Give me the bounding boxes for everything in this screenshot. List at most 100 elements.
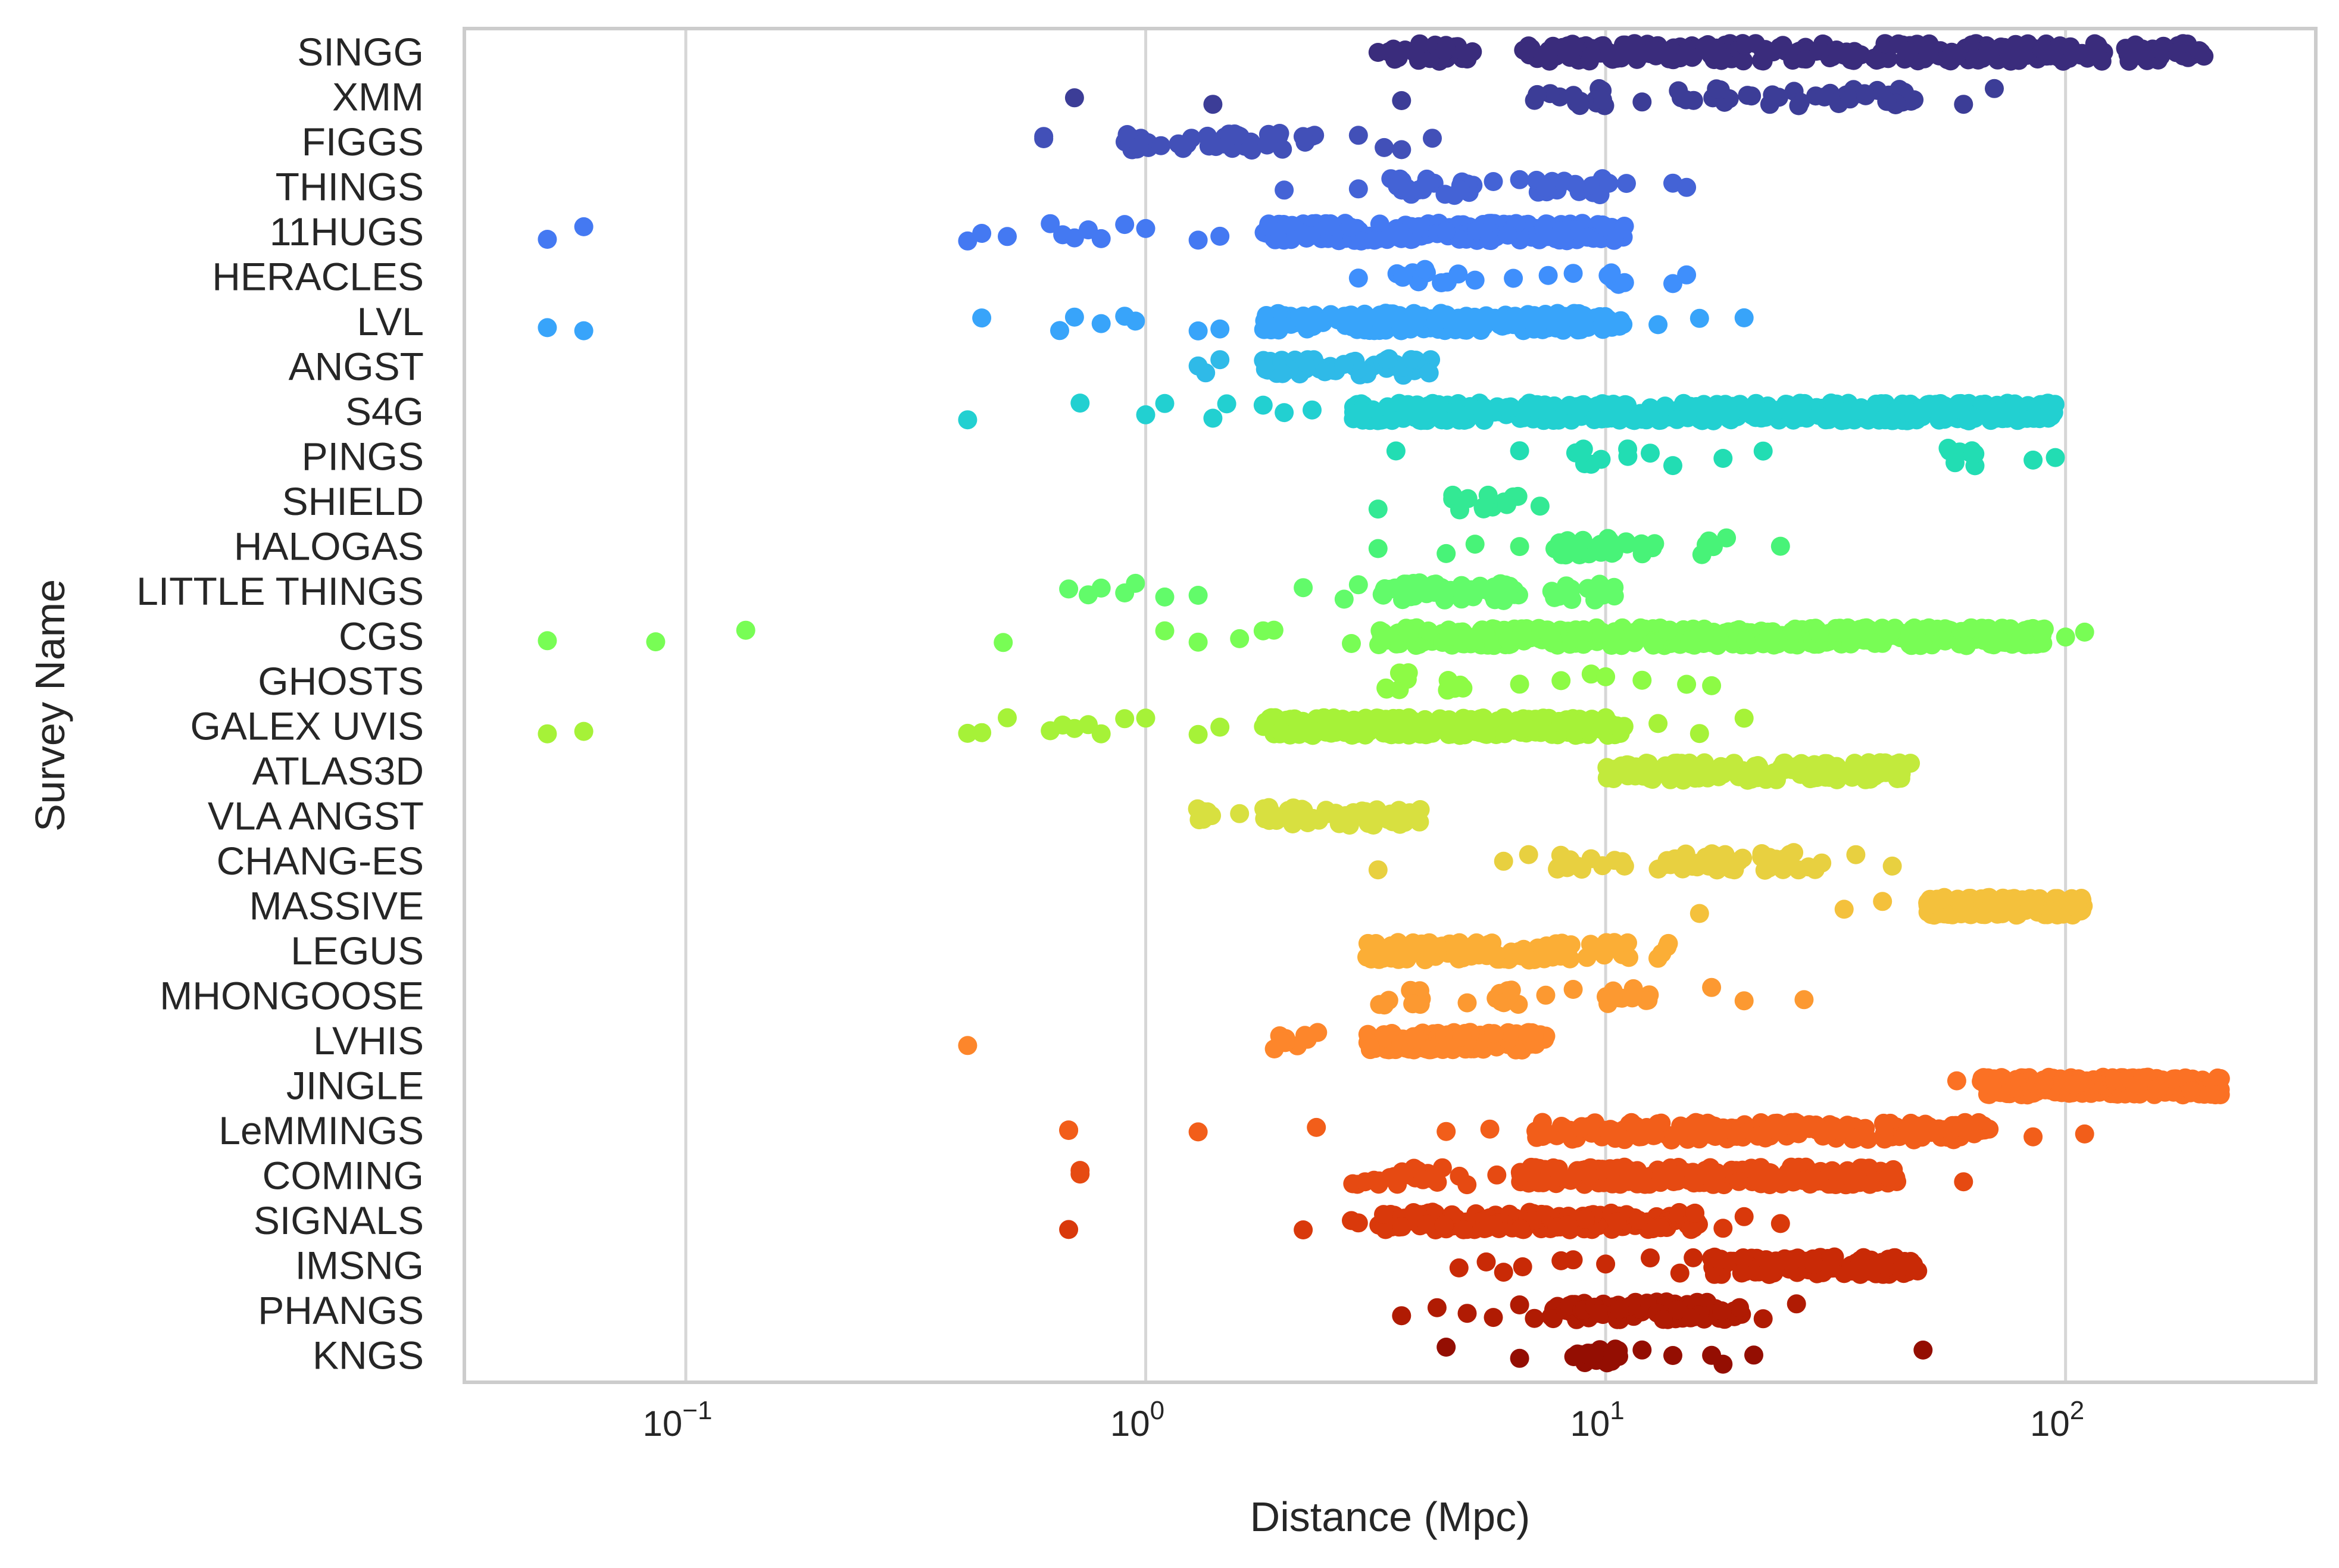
data-point (538, 230, 557, 249)
data-point (1663, 1346, 1682, 1365)
data-point (1550, 945, 1570, 964)
data-point (1658, 621, 1678, 641)
series-pings (1386, 439, 2065, 476)
data-point (1463, 42, 1482, 61)
data-point (958, 1036, 978, 1055)
data-point (1399, 624, 1419, 644)
data-point (1417, 411, 1437, 430)
data-point (1784, 1172, 1804, 1192)
data-point (1230, 629, 1250, 648)
data-point (1454, 1220, 1473, 1239)
data-point (1711, 401, 1730, 421)
data-point (1484, 1215, 1503, 1235)
data-point (1684, 1173, 1704, 1193)
data-point (1115, 709, 1135, 729)
data-point (1334, 589, 1354, 609)
y-axis-label: Survey Name (27, 579, 73, 832)
data-point (1382, 411, 1402, 430)
data-point (538, 724, 557, 744)
data-point (1510, 1295, 1529, 1314)
data-point (1725, 860, 1744, 880)
data-point (2018, 34, 2038, 54)
y-tick-label: XMM (332, 75, 424, 119)
series-atlas3d (1597, 753, 1920, 790)
y-tick-label: 11HUGS (270, 210, 424, 254)
data-point (1410, 34, 1429, 54)
data-point (1596, 667, 1616, 686)
data-point (1487, 1165, 1507, 1185)
data-point (1348, 575, 1368, 595)
data-point (1498, 226, 1517, 245)
data-point (1618, 439, 1638, 459)
y-tick-label: LeMMINGS (218, 1108, 424, 1152)
data-point (1735, 36, 1754, 55)
data-point (994, 633, 1013, 652)
data-point (2201, 1085, 2221, 1104)
data-point (1594, 585, 1613, 605)
data-point (1566, 174, 1585, 194)
data-point (1753, 441, 1773, 461)
data-point (1275, 403, 1294, 423)
data-point (1857, 1259, 1876, 1279)
data-point (1604, 933, 1624, 952)
data-point (1656, 756, 1675, 776)
data-point (1591, 449, 1611, 469)
data-point (1357, 713, 1377, 732)
data-point (1368, 499, 1388, 519)
data-point (1501, 980, 1521, 1000)
data-point (1155, 621, 1175, 641)
data-point (1487, 311, 1506, 330)
data-point (1575, 711, 1594, 731)
data-points (538, 34, 2230, 1374)
data-point (1632, 1340, 1652, 1360)
data-point (1593, 320, 1613, 339)
data-point (1273, 364, 1292, 383)
data-point (1625, 411, 1644, 430)
data-point (2023, 450, 2043, 470)
data-point (1632, 92, 1652, 112)
data-point (1796, 49, 1816, 69)
data-point (1530, 496, 1550, 516)
data-point (1637, 755, 1657, 774)
data-point (1513, 709, 1533, 729)
data-point (2042, 402, 2062, 422)
data-point (1482, 216, 1501, 236)
data-point (1070, 1161, 1090, 1180)
data-point (1188, 799, 1207, 819)
data-point (1498, 630, 1518, 649)
data-point (1707, 860, 1727, 880)
data-point (2181, 1081, 2201, 1101)
data-point (1360, 1038, 1380, 1058)
data-point (1188, 586, 1208, 605)
data-point (1929, 1119, 1948, 1139)
data-point (1377, 306, 1397, 326)
data-point (1993, 632, 2012, 652)
data-point (1091, 578, 1111, 598)
data-point (1763, 766, 1782, 785)
data-point (1733, 761, 1753, 780)
data-point (1840, 89, 1860, 109)
data-point (1484, 172, 1503, 191)
series-signals (1059, 1202, 1790, 1239)
data-point (1648, 714, 1668, 733)
data-point (1341, 217, 1360, 237)
data-point (1457, 993, 1477, 1013)
series-legus (1357, 933, 1678, 970)
data-point (1091, 229, 1111, 248)
data-point (1367, 800, 1386, 820)
data-point (1677, 177, 1697, 197)
data-point (1417, 1214, 1436, 1234)
data-point (1271, 721, 1291, 741)
data-point (1441, 675, 1461, 695)
data-point (1514, 40, 1534, 60)
data-point (1188, 230, 1208, 250)
data-point (1847, 756, 1866, 776)
data-point (1375, 138, 1394, 157)
data-point (1901, 92, 1921, 111)
data-point (1564, 86, 1584, 105)
data-point (1203, 95, 1223, 114)
data-point (1581, 664, 1601, 684)
data-point (1882, 856, 1902, 876)
data-point (1480, 1119, 1500, 1139)
